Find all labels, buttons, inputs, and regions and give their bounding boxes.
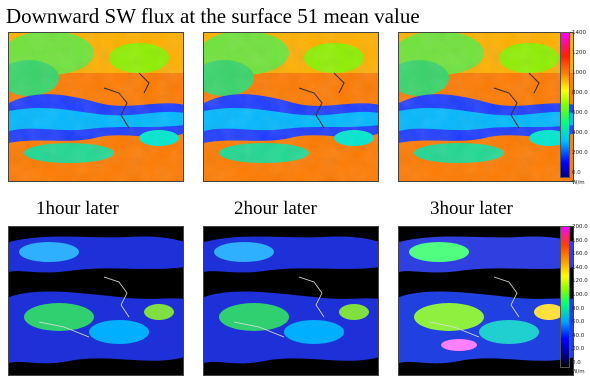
top-colorbar-tick-label: 0.0 bbox=[572, 170, 581, 176]
bottom-colorbar-tick-label: 0.0 bbox=[572, 360, 581, 366]
top-colorbar-tick-label: 400.0 bbox=[572, 130, 588, 136]
bottom-colorbar bbox=[560, 226, 570, 368]
mean-flux-map-3 bbox=[398, 32, 574, 182]
panel-title-1hour: 1hour later bbox=[36, 198, 119, 219]
bottom-colorbar-unit: W/m bbox=[572, 369, 585, 375]
forecast-map-2hour bbox=[203, 226, 379, 376]
bottom-colorbar-tick-label: 120.0 bbox=[572, 278, 588, 285]
top-colorbar-tick-label: 200.0 bbox=[572, 150, 588, 156]
top-colorbar-tick-label: 1200 bbox=[572, 50, 586, 56]
top-colorbar-tick-label: 600.0 bbox=[572, 110, 588, 116]
bottom-colorbar-tick-label: 80.0 bbox=[572, 305, 585, 312]
bottom-colorbar-tick-label: 200.0 bbox=[572, 224, 588, 230]
mean-flux-map-2 bbox=[203, 32, 379, 182]
top-colorbar-tick-label: 1000 bbox=[572, 70, 586, 76]
bottom-colorbar-tick-label: 60.0 bbox=[572, 319, 585, 326]
top-colorbar bbox=[560, 32, 570, 178]
figure-title: Downward SW flux at the surface 51 mean … bbox=[6, 4, 420, 28]
panel-title-2hour: 2hour later bbox=[234, 198, 317, 219]
bottom-colorbar-tick-label: 180.0 bbox=[572, 237, 588, 244]
top-colorbar-tick-label: 800.0 bbox=[572, 90, 588, 96]
bottom-colorbar-tick-label: 20.0 bbox=[572, 346, 585, 353]
bottom-colorbar-tick-label: 100.0 bbox=[572, 292, 588, 298]
mean-flux-map-1 bbox=[8, 32, 184, 182]
forecast-map-3hour bbox=[398, 226, 574, 376]
top-colorbar-tick-label: 1400 bbox=[572, 30, 586, 36]
panel-title-3hour: 3hour later bbox=[430, 198, 513, 219]
bottom-colorbar-tick-label: 40.0 bbox=[572, 332, 585, 339]
top-colorbar-unit: W/m bbox=[572, 180, 585, 186]
bottom-colorbar-tick-label: 160.0 bbox=[572, 251, 588, 258]
forecast-map-1hour bbox=[8, 226, 184, 376]
bottom-colorbar-tick-label: 140.0 bbox=[572, 264, 588, 271]
